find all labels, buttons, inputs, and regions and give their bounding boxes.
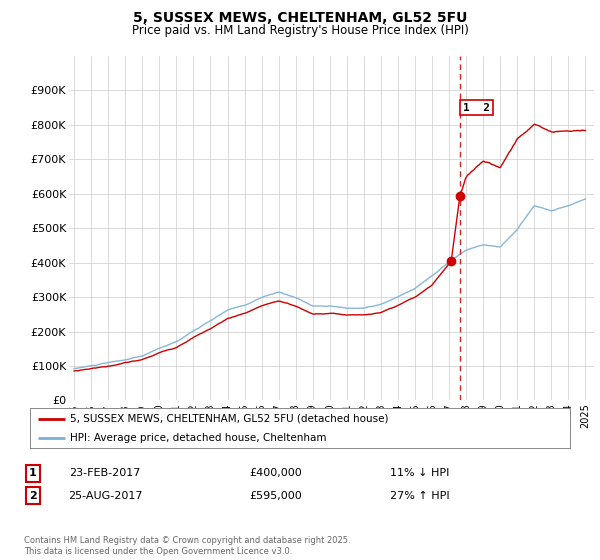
Text: 5, SUSSEX MEWS, CHELTENHAM, GL52 5FU (detached house): 5, SUSSEX MEWS, CHELTENHAM, GL52 5FU (de… (71, 414, 389, 424)
Text: £595,000: £595,000 (250, 491, 302, 501)
Text: 23-FEB-2017: 23-FEB-2017 (70, 468, 140, 478)
Text: 25-AUG-2017: 25-AUG-2017 (68, 491, 142, 501)
Text: Contains HM Land Registry data © Crown copyright and database right 2025.
This d: Contains HM Land Registry data © Crown c… (24, 536, 350, 556)
Text: Price paid vs. HM Land Registry's House Price Index (HPI): Price paid vs. HM Land Registry's House … (131, 24, 469, 36)
Text: HPI: Average price, detached house, Cheltenham: HPI: Average price, detached house, Chel… (71, 433, 327, 443)
Text: 11% ↓ HPI: 11% ↓ HPI (391, 468, 449, 478)
Text: 2: 2 (29, 491, 37, 501)
Text: 1: 1 (29, 468, 37, 478)
Text: 1  2: 1 2 (463, 102, 490, 113)
Text: 27% ↑ HPI: 27% ↑ HPI (390, 491, 450, 501)
Text: £400,000: £400,000 (250, 468, 302, 478)
Text: 5, SUSSEX MEWS, CHELTENHAM, GL52 5FU: 5, SUSSEX MEWS, CHELTENHAM, GL52 5FU (133, 11, 467, 25)
